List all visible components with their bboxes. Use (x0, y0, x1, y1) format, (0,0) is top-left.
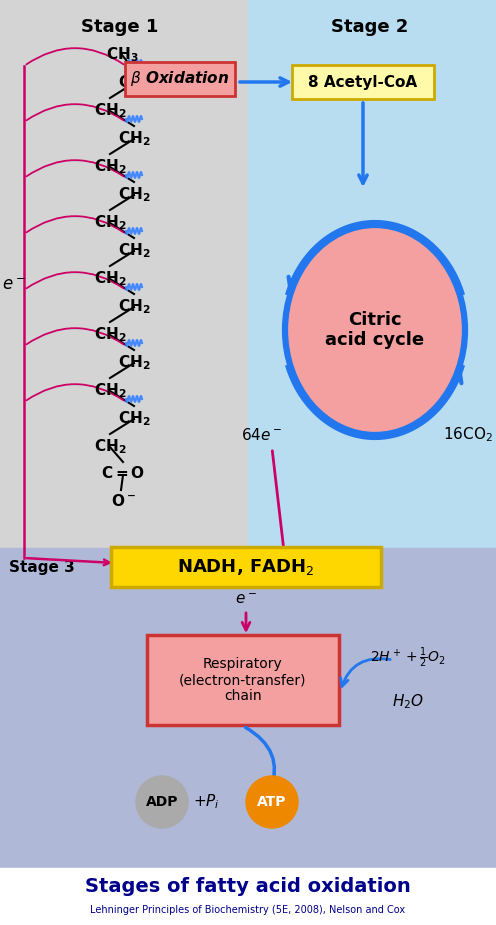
Text: NADH, FADH$_2$: NADH, FADH$_2$ (178, 557, 314, 577)
Text: $\mathregular{CH_3}$: $\mathregular{CH_3}$ (106, 45, 138, 64)
Text: $+ P_i$: $+ P_i$ (192, 793, 219, 811)
Text: $\mathregular{O^-}$: $\mathregular{O^-}$ (111, 493, 135, 509)
Text: Citric
acid cycle: Citric acid cycle (325, 311, 425, 350)
Text: Stage 3: Stage 3 (9, 560, 75, 575)
Circle shape (136, 776, 188, 828)
Text: $e^-$: $e^-$ (235, 593, 257, 608)
Text: $\mathregular{CH_2}$: $\mathregular{CH_2}$ (118, 297, 150, 315)
Text: $2H^+ + \frac{1}{2}O_2$: $2H^+ + \frac{1}{2}O_2$ (370, 646, 446, 671)
Text: $\mathregular{CH_2}$: $\mathregular{CH_2}$ (94, 325, 126, 344)
Text: $\mathregular{CH_2}$: $\mathregular{CH_2}$ (94, 101, 126, 119)
Circle shape (246, 776, 298, 828)
Text: Lehninger Principles of Biochemistry (5E, 2008), Nelson and Cox: Lehninger Principles of Biochemistry (5E… (90, 905, 406, 915)
FancyBboxPatch shape (147, 635, 339, 725)
FancyBboxPatch shape (125, 62, 235, 96)
Text: Stage 2: Stage 2 (331, 18, 409, 36)
Text: Stage 1: Stage 1 (81, 18, 159, 36)
Bar (0, 0, 248, 548)
Text: $\mathregular{CH_2}$: $\mathregular{CH_2}$ (118, 185, 150, 204)
Text: $\mathregular{CH_2}$: $\mathregular{CH_2}$ (118, 129, 150, 148)
Text: $\mathregular{CH_2}$: $\mathregular{CH_2}$ (94, 157, 126, 176)
Text: $e^-$: $e^-$ (2, 276, 26, 294)
Text: $\mathregular{16CO_2}$: $\mathregular{16CO_2}$ (443, 426, 493, 444)
Text: $\mathregular{CH_2}$: $\mathregular{CH_2}$ (94, 269, 126, 288)
Text: $64e^-$: $64e^-$ (242, 427, 283, 443)
Text: $\mathregular{CH_2}$: $\mathregular{CH_2}$ (94, 437, 126, 456)
FancyBboxPatch shape (111, 547, 381, 587)
Text: 8 Acetyl-CoA: 8 Acetyl-CoA (309, 75, 418, 90)
Ellipse shape (285, 225, 465, 435)
Text: ADP: ADP (146, 795, 178, 809)
Text: $\mathregular{CH_2}$: $\mathregular{CH_2}$ (94, 381, 126, 400)
Bar (248, 0, 496, 548)
Text: $\mathregular{CH_2}$: $\mathregular{CH_2}$ (94, 213, 126, 231)
Text: $\beta$ Oxidation: $\beta$ Oxidation (130, 69, 230, 89)
Text: $\mathregular{CH_2}$: $\mathregular{CH_2}$ (118, 353, 150, 372)
Text: ATP: ATP (257, 795, 287, 809)
Bar (0, 548, 496, 868)
Bar (0, 868, 496, 925)
Text: $\mathregular{C{=}O}$: $\mathregular{C{=}O}$ (101, 465, 145, 481)
Text: $\mathregular{CH_2}$: $\mathregular{CH_2}$ (118, 73, 150, 92)
Text: $H_2O$: $H_2O$ (392, 693, 424, 711)
Text: $\mathregular{CH_2}$: $\mathregular{CH_2}$ (118, 241, 150, 260)
Text: Respiratory
(electron-transfer)
chain: Respiratory (electron-transfer) chain (179, 657, 307, 703)
Text: $\mathregular{CH_2}$: $\mathregular{CH_2}$ (118, 409, 150, 427)
Text: Stages of fatty acid oxidation: Stages of fatty acid oxidation (85, 877, 411, 895)
FancyBboxPatch shape (292, 65, 434, 99)
